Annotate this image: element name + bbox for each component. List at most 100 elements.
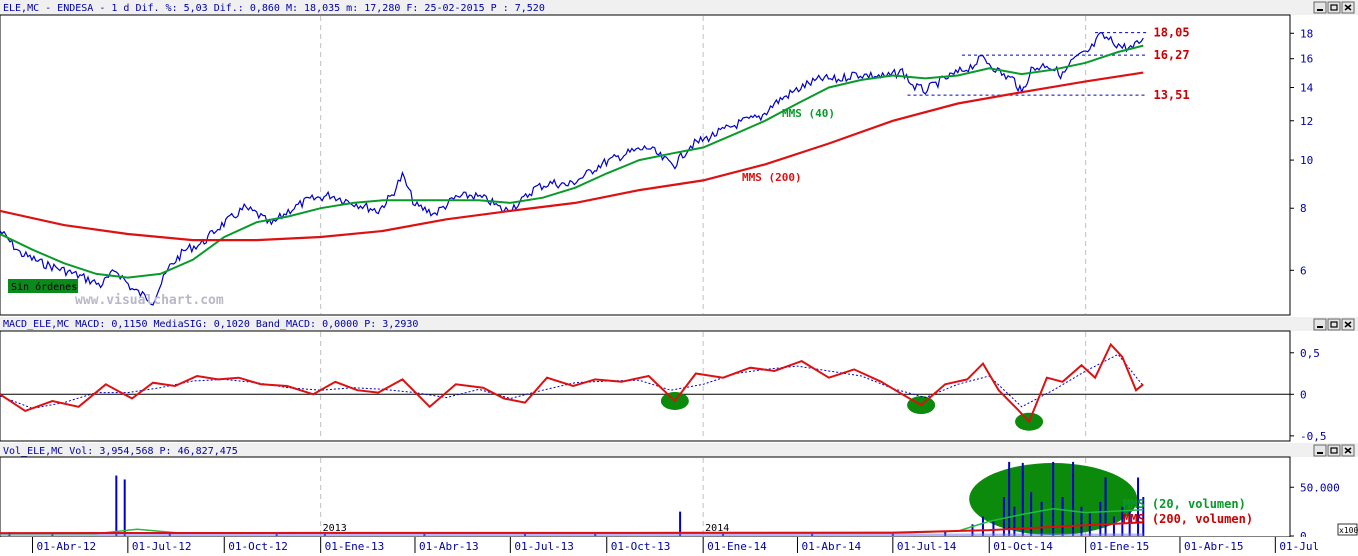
volume-bar [1121,506,1124,536]
x-tick-label: 01-Abr-12 [36,540,96,553]
restore-icon[interactable] [1327,444,1341,457]
close-icon[interactable] [1341,318,1355,331]
date-axis: 01-Abr-12 01-Jul-12 01-Oct-12 01-Ene-13 01-A… [0,537,1358,556]
price-line [0,31,1144,306]
x-tick-label: 01-Jul-12 [132,540,192,553]
volume-bars-group [0,461,1145,536]
volume-multiplier-box [1337,523,1358,536]
volume-bar [1112,516,1115,536]
volume-sma200-line [0,521,1144,535]
macd-panel: MACD_ELE,MC MACD: 0,1150 MediaSIG: 0,102… [0,317,1358,443]
volume-bar [1030,492,1033,536]
volume-bar [1142,497,1145,536]
volume-bar [981,516,984,536]
restore-icon[interactable] [1327,318,1341,331]
close-icon[interactable] [1341,444,1355,457]
price-y-tick-label: 10 [1300,154,1313,167]
x-tick-label: 01-Ene-15 [1090,540,1150,553]
volume-bar [1008,461,1011,536]
volume-sma20-label: MMS (20, volumen) [1123,497,1246,511]
price-series-group [0,31,1144,306]
price-plot-border [0,14,1291,316]
price-y-tick-label: 6 [1300,264,1307,277]
volume-bar [1013,506,1016,536]
close-icon[interactable] [1341,1,1355,14]
volume-bar [1088,511,1091,536]
volume-sma200-label: MMS (200, volumen) [1123,512,1253,526]
price-level-annotations: 18,05 16,27 13,51 [907,26,1190,102]
x-tick-label: 01-Oct-14 [993,540,1053,553]
macd-y-axis: 0,5 0 -0,5 [1290,347,1327,443]
x-tick-label: 01-Oct-13 [611,540,671,553]
volume-multiplier-label: x100 [1339,526,1358,535]
volume-bar [992,521,995,536]
x-tick-label: 01-Oct-12 [228,540,288,553]
x-tick-label: 01-Ene-13 [325,540,385,553]
minimize-icon[interactable] [1313,444,1327,457]
volume-bar [1002,497,1005,536]
volume-y-tick-label: 50.000 [1300,481,1340,494]
volume-y-tick-label: 0 [1300,530,1307,543]
macd-header-bar [0,317,1358,331]
volume-year-label: 2014 [705,523,729,534]
volume-bar [1061,497,1064,536]
volume-bar [1137,477,1140,536]
volume-bar [1080,506,1083,536]
no-orders-badge [8,279,78,293]
macd-y-tick-label: 0 [1300,388,1307,401]
minimize-icon[interactable] [1313,1,1327,14]
macd-header-text: MACD_ELE,MC MACD: 0,1150 MediaSIG: 0,102… [3,319,418,330]
minimize-icon[interactable] [1313,318,1327,331]
volume-bar [1021,462,1024,536]
volume-window-buttons[interactable] [1313,444,1355,457]
macd-highlight-ellipses [660,391,1044,431]
x-tick-label: 01-Ene-14 [707,540,767,553]
volume-bar [1099,501,1102,536]
price-y-tick-label: 12 [1300,115,1313,128]
macd-line [0,342,1144,424]
volume-y-axis: 0 50.000 x100 [1290,481,1358,543]
macd-y-tick-label: 0,5 [1300,347,1320,360]
volume-labels: MMS (20, volumen)MMS (200, volumen) 2013 2… [323,497,1253,534]
macd-signal-line [0,353,1144,409]
price-window-buttons[interactable] [1313,1,1355,14]
x-tick-label: 01-Jul-14 [897,540,957,553]
restore-icon[interactable] [1327,1,1341,14]
volume-bar [1104,477,1107,536]
sma40-line [0,44,1144,279]
macd-plot-border [0,330,1291,442]
x-tick-label: 01-Abr-14 [801,540,861,553]
volume-bar [1040,501,1043,536]
date-axis-bg [0,537,1358,556]
price-y-axis: 6 8 10 12 14 16 18 [1290,27,1314,277]
price-header-text: ELE,MC - ENDESA - 1 d Dif. %: 5,03 Dif.:… [3,3,545,14]
volume-year-label: 2013 [323,523,347,534]
sma200-label: MMS (200) [742,171,802,184]
macd-series-group [0,342,1144,424]
volume-average-lines [0,507,1144,535]
volume-bar [1072,461,1075,536]
x-tick-label: 01-Jul-13 [514,540,574,553]
level-label: 13,51 [1153,88,1189,102]
volume-bar [1052,461,1055,536]
price-header-bar [0,0,1358,15]
x-tick-label: 01-Abr-13 [419,540,479,553]
no-orders-label: Sin órdenes [11,281,77,293]
macd-grid [0,332,1290,440]
watermark: www.visualchart.com [75,293,224,308]
level-label: 18,05 [1153,26,1189,40]
volume-bar [123,479,126,536]
x-tick-label: 01-Jul [1279,540,1319,553]
price-y-tick-label: 18 [1300,27,1313,40]
macd-window-buttons[interactable] [1313,318,1355,331]
level-label: 16,27 [1153,48,1189,62]
volume-panel: Vol_ELE,MC Vol: 3,954,568 P: 46,827,475 … [0,443,1358,543]
volume-baseline [0,533,1144,536]
volume-header-text: Vol_ELE,MC Vol: 3,954,568 P: 46,827,475 [3,446,238,457]
price-grid [320,16,1087,314]
volume-bar [679,511,682,536]
price-y-tick-label: 16 [1300,53,1313,66]
price-panel: ELE,MC - ENDESA - 1 d Dif. %: 5,03 Dif.:… [0,0,1358,316]
volume-bar [115,475,118,536]
x-tick-label: 01-Abr-15 [1184,540,1244,553]
